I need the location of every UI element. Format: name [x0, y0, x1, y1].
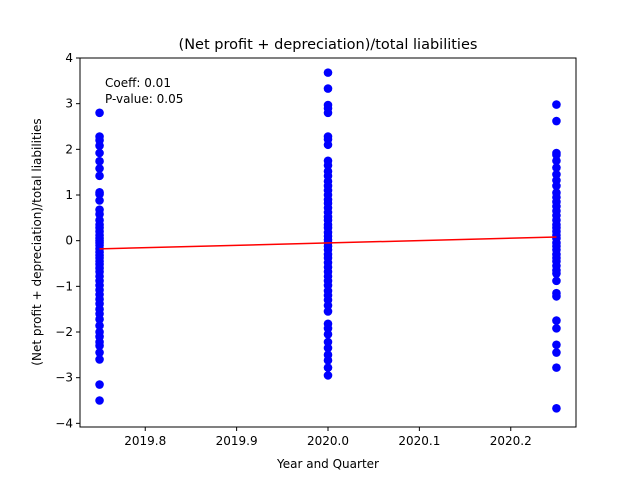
data-point	[323, 324, 333, 333]
data-point	[552, 324, 561, 333]
y-tick-label: 2	[65, 142, 73, 156]
data-point	[552, 403, 561, 413]
y-tick-label: 1	[65, 188, 73, 202]
scatter-points	[95, 68, 561, 413]
data-point	[95, 209, 104, 219]
x-tick-label: 2020.2	[490, 434, 532, 448]
data-point	[323, 329, 333, 339]
data-point	[552, 150, 561, 160]
data-point	[95, 348, 104, 357]
data-point	[552, 100, 561, 109]
chart-title: (Net profit + depreciation)/total liabil…	[179, 37, 478, 53]
y-tick-label: −3	[55, 371, 73, 385]
data-point	[323, 371, 333, 380]
regression-line-group	[99, 236, 557, 250]
y-axis-ticks: −4 −3 −2 −1 0 1 2 3 4	[55, 51, 80, 430]
pvalue-annotation: P-value: 0.05	[105, 92, 183, 106]
y-tick-label: −2	[55, 325, 73, 339]
data-point	[95, 355, 104, 364]
data-point	[323, 356, 333, 365]
regression-line	[99, 236, 557, 250]
data-point	[552, 181, 561, 191]
data-point	[323, 140, 333, 150]
data-point	[552, 348, 561, 357]
data-point	[95, 189, 104, 199]
data-point	[95, 108, 104, 118]
data-point	[95, 314, 104, 324]
data-point	[95, 396, 104, 405]
y-tick-label: 3	[65, 97, 73, 111]
data-point	[95, 171, 104, 181]
x-tick-label: 2020.0	[307, 434, 349, 448]
data-point	[95, 321, 104, 330]
data-point	[552, 340, 561, 350]
data-point	[95, 164, 104, 173]
y-tick-label: 0	[65, 234, 73, 248]
data-point	[95, 141, 104, 150]
data-point	[95, 156, 104, 166]
data-point	[552, 116, 561, 126]
data-point	[95, 148, 104, 158]
data-point	[552, 163, 561, 172]
data-point	[323, 363, 333, 372]
data-point	[552, 363, 561, 372]
y-tick-label: −1	[55, 279, 73, 293]
x-tick-label: 2019.8	[124, 434, 166, 448]
data-point	[552, 156, 561, 166]
data-point	[323, 161, 333, 170]
coeff-annotation: Coeff: 0.01	[105, 76, 171, 90]
x-axis-label: Year and Quarter	[276, 457, 379, 471]
data-point	[552, 170, 561, 179]
data-point	[323, 84, 333, 93]
x-axis-ticks: 2019.8 2019.9 2020.0 2020.1 2020.2	[124, 427, 532, 448]
y-tick-label: 4	[65, 51, 73, 65]
data-point	[552, 316, 561, 325]
data-point	[95, 341, 104, 351]
data-point	[552, 292, 561, 301]
data-point	[323, 301, 333, 310]
data-point	[323, 307, 333, 316]
data-point	[323, 68, 333, 77]
data-point	[552, 269, 561, 278]
x-tick-label: 2019.9	[216, 434, 258, 448]
y-tick-label: −4	[55, 416, 73, 430]
data-point	[95, 380, 104, 389]
data-point	[552, 276, 561, 286]
x-tick-label: 2020.1	[398, 434, 440, 448]
data-point	[323, 337, 333, 347]
data-point	[323, 108, 333, 118]
data-point	[323, 343, 333, 353]
data-point	[95, 196, 104, 205]
y-axis-label: (Net profit + depreciation)/total liabil…	[30, 118, 44, 365]
